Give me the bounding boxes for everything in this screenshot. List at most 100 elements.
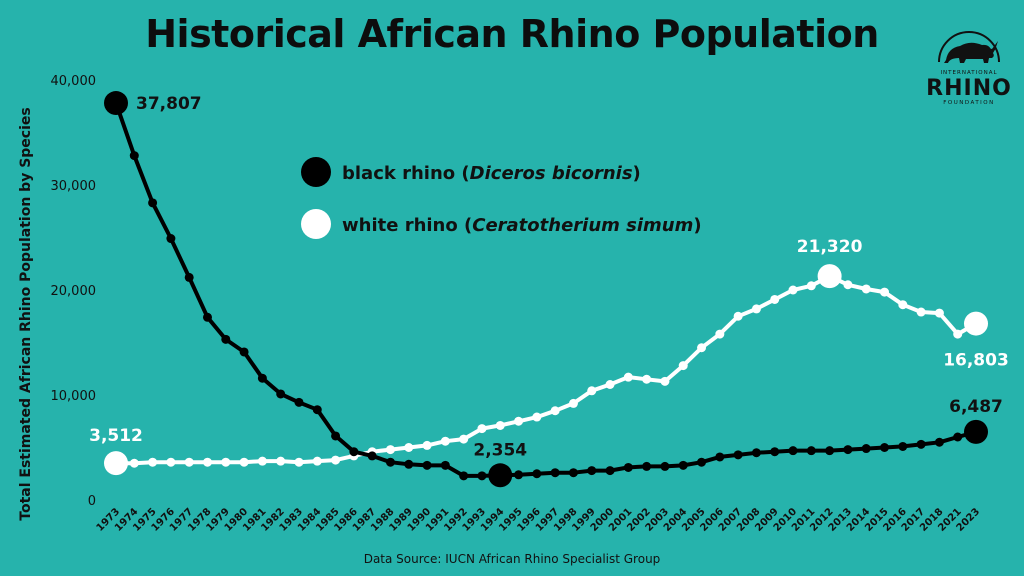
data-point <box>733 450 743 460</box>
y-tick-label: 20,000 <box>51 284 97 299</box>
data-label: 21,320 <box>797 237 863 257</box>
data-point <box>843 280 853 290</box>
data-point <box>751 448 761 458</box>
data-point <box>514 416 524 426</box>
y-tick-label: 40,000 <box>51 74 97 89</box>
highlight-point <box>964 419 988 444</box>
highlight-point <box>104 91 128 116</box>
y-axis: 0 10,000 20,000 30,000 40,000 <box>51 74 97 509</box>
rhino-icon <box>938 31 1000 63</box>
data-point <box>605 466 615 476</box>
logo-text-bottom: FOUNDATION <box>943 100 995 106</box>
data-label: 2,354 <box>473 440 527 460</box>
data-point <box>623 462 633 472</box>
data-point <box>715 329 725 339</box>
data-point <box>422 440 432 450</box>
data-point <box>331 431 341 441</box>
data-point <box>129 151 139 161</box>
data-point <box>934 308 944 318</box>
series-line <box>114 102 977 478</box>
data-labels: 37,807 2,354 6,487 3,512 21,320 16,803 <box>89 94 1009 460</box>
highlight-point <box>488 463 513 488</box>
data-point <box>825 446 835 456</box>
data-point <box>806 446 816 456</box>
data-point <box>129 458 139 468</box>
series-black-rhino <box>104 91 988 488</box>
data-point <box>477 471 487 481</box>
data-source: Data Source: IUCN African Rhino Speciali… <box>363 552 661 566</box>
legend-label: black rhino (Diceros bicornis) <box>342 163 641 184</box>
data-point <box>294 457 304 467</box>
data-point <box>349 447 359 457</box>
series-line <box>115 274 977 466</box>
logo-text-top: INTERNATIONAL <box>940 70 998 76</box>
data-point <box>184 272 194 282</box>
data-point <box>642 374 652 384</box>
data-point <box>459 434 469 444</box>
data-point <box>276 389 286 399</box>
legend: black rhino (Diceros bicornis) white rhin… <box>301 157 702 239</box>
data-point <box>953 329 963 339</box>
data-point <box>898 441 908 451</box>
data-point <box>550 468 560 478</box>
data-point <box>404 443 414 452</box>
legend-item: black rhino (Diceros bicornis) <box>301 157 641 187</box>
data-label: 6,487 <box>949 397 1003 417</box>
data-point <box>477 424 487 434</box>
data-point <box>385 457 395 467</box>
data-point <box>916 307 926 317</box>
data-point <box>385 445 395 455</box>
data-point <box>221 334 231 344</box>
data-point <box>751 304 761 314</box>
y-tick-label: 10,000 <box>51 389 97 404</box>
data-point <box>568 468 578 478</box>
data-point <box>880 443 890 452</box>
data-point <box>733 311 743 321</box>
data-point <box>916 439 926 449</box>
data-point <box>678 460 688 470</box>
data-point <box>587 386 597 396</box>
data-point <box>239 457 249 467</box>
data-point <box>568 398 578 408</box>
data-point <box>678 361 688 371</box>
data-point <box>440 460 450 470</box>
data-point <box>697 457 707 467</box>
y-tick-label: 0 <box>88 494 96 509</box>
data-point <box>898 300 908 310</box>
data-point <box>312 405 322 415</box>
data-point <box>660 461 670 471</box>
data-point <box>715 452 725 462</box>
data-point <box>148 457 158 467</box>
series-white-rhino <box>104 264 988 476</box>
data-point <box>239 347 249 357</box>
data-point <box>440 436 450 446</box>
highlight-point <box>104 451 128 476</box>
legend-item: white rhino (Ceratotherium simum) <box>301 209 702 239</box>
data-point <box>257 373 267 383</box>
series-layer <box>104 91 988 488</box>
x-axis: 1973197419751976197719781979198019811982… <box>95 506 982 533</box>
legend-marker <box>301 157 331 187</box>
data-point <box>861 444 871 454</box>
data-point <box>202 457 212 467</box>
legend-label: white rhino (Ceratotherium simum) <box>342 215 702 236</box>
data-point <box>257 456 267 466</box>
data-point <box>550 406 560 416</box>
data-point <box>788 446 798 456</box>
data-label: 3,512 <box>89 426 143 446</box>
data-point <box>276 456 286 466</box>
data-point <box>184 457 194 467</box>
data-point <box>934 437 944 447</box>
data-point <box>312 456 322 466</box>
data-point <box>843 445 853 455</box>
data-point <box>770 447 780 457</box>
highlight-point <box>817 264 842 289</box>
rhino-foundation-logo: INTERNATIONAL RHINO FOUNDATION <box>926 18 1012 114</box>
data-label: 16,803 <box>943 351 1009 371</box>
data-point <box>166 234 176 244</box>
data-point <box>422 460 432 470</box>
data-point <box>623 372 633 382</box>
data-point <box>404 459 414 469</box>
highlight-point <box>964 311 988 336</box>
